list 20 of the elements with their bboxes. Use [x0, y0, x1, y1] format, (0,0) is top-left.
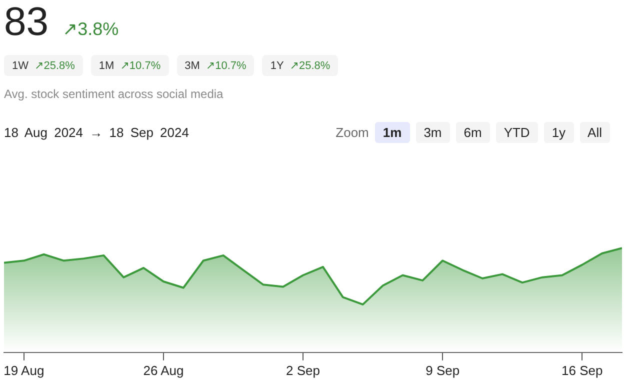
- text: 1W ↗25.8%: [12, 60, 75, 72]
- chart-title: 83: [4, 0, 48, 45]
- x-tick-label: 19 Aug: [4, 362, 44, 378]
- chart-subtitle: Avg. stock sentiment across social media: [4, 87, 224, 101]
- text: 3M ↗10.7%: [184, 60, 246, 72]
- x-tick-label: 2 Sep: [286, 362, 320, 378]
- text: 1m: [374, 122, 410, 143]
- text: 3m: [416, 122, 450, 143]
- text: 1Y ↗25.8%: [270, 60, 330, 72]
- text: 18 Aug 2024 → 18 Sep 2024: [4, 125, 189, 140]
- text: 1M ↗10.7%: [98, 60, 161, 72]
- text: All: [580, 122, 610, 143]
- x-tick-label: 26 Aug: [143, 362, 184, 378]
- text: YTD: [496, 122, 538, 143]
- x-tick-label: 9 Sep: [426, 362, 460, 378]
- text: ↗3.8%: [62, 19, 119, 40]
- text: Zoom: [336, 125, 369, 140]
- text: 6m: [456, 122, 490, 143]
- x-tick-label: 16 Sep: [562, 362, 603, 378]
- text: 1y: [544, 122, 574, 143]
